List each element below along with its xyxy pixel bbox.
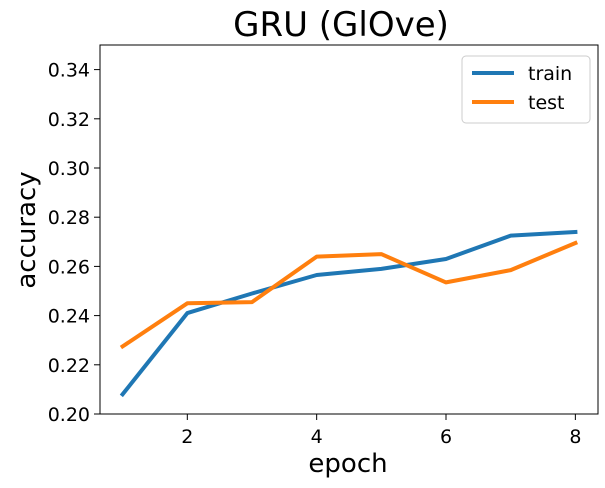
y-tick-label: 0.32	[48, 109, 90, 131]
x-tick-label: 4	[311, 426, 323, 448]
y-axis-label: accuracy	[12, 171, 42, 288]
x-tick-label: 8	[569, 426, 581, 448]
y-tick-label: 0.20	[48, 404, 90, 426]
legend-label-test: test	[528, 92, 565, 114]
y-tick-label: 0.26	[48, 256, 90, 278]
x-axis-label: epoch	[308, 449, 387, 479]
legend-label-train: train	[528, 63, 572, 85]
plot-area: 2 4 6 8 0.20 0.22 0.24 0.26 0.28 0.30 0.32 0.34	[48, 44, 599, 448]
x-tick-label: 6	[440, 426, 452, 448]
series-line-test	[119, 240, 579, 350]
legend: train test	[461, 55, 591, 124]
y-tick-label: 0.28	[48, 207, 90, 229]
y-tick-label: 0.34	[48, 60, 90, 82]
y-tick-label: 0.22	[48, 355, 90, 377]
x-tick-label: 2	[181, 426, 193, 448]
plot-frame	[99, 44, 599, 415]
x-axis-ticks: 2 4 6 8	[181, 414, 581, 448]
y-axis-ticks: 0.20 0.22 0.24 0.26 0.28 0.30 0.32 0.34	[48, 60, 100, 426]
chart-title: GRU (GlOve)	[233, 5, 449, 45]
y-tick-label: 0.24	[48, 306, 90, 328]
y-tick-label: 0.30	[48, 158, 90, 180]
series-line-train	[119, 229, 578, 398]
series-layer	[119, 229, 579, 398]
